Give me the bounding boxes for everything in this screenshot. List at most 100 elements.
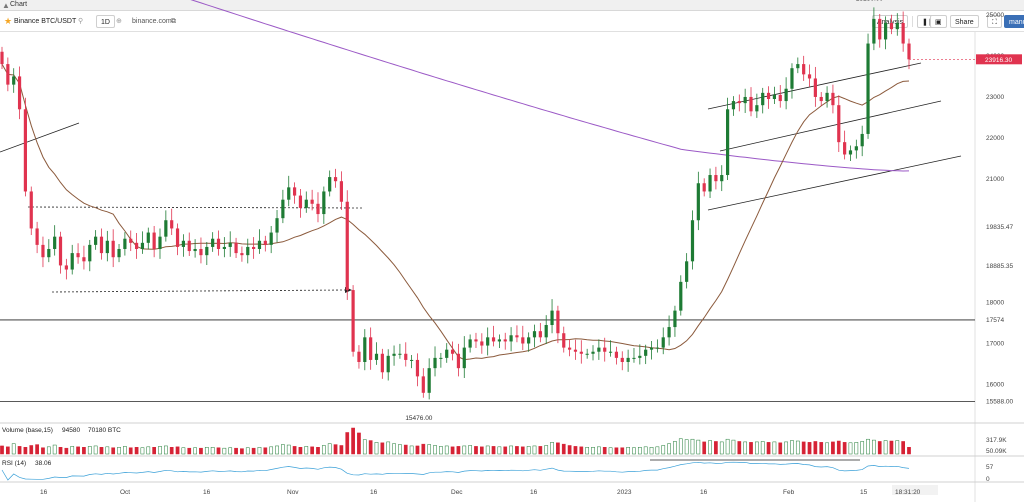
volume-bar-44 — [257, 447, 262, 455]
window-tab-label[interactable]: Chart — [10, 1, 28, 8]
candle-body-119 — [696, 183, 700, 221]
candle-body-61 — [357, 351, 361, 362]
volume-bar-14 — [82, 447, 86, 455]
screenshot-icon[interactable]: ▣ — [930, 15, 947, 28]
candle-body-122 — [714, 175, 718, 182]
candle-body-57 — [333, 177, 338, 182]
volume-bar-134 — [784, 441, 788, 455]
candle-body-128 — [749, 96, 753, 112]
interval-selector[interactable]: 1D — [96, 15, 115, 28]
time-axis-tick-5: Dec — [451, 489, 463, 496]
volume-bar-91 — [532, 445, 537, 455]
candle-body-48 — [281, 199, 285, 219]
volume-bar-101 — [591, 447, 595, 455]
volume-bar-64 — [374, 442, 379, 455]
candle-body-43 — [252, 246, 256, 249]
candle-body-7 — [41, 244, 45, 258]
candle-body-14 — [82, 257, 86, 262]
volume-bar-117 — [684, 439, 689, 455]
candle-body-108 — [632, 357, 636, 359]
candle-body-31 — [181, 240, 185, 247]
candle-body-26 — [152, 232, 156, 249]
candle-body-39 — [228, 242, 232, 247]
current-price-label: 23916.30 — [985, 57, 1012, 64]
candle-body-64 — [374, 353, 379, 360]
volume-bar-7 — [41, 447, 45, 455]
volume-bar-113 — [661, 445, 666, 455]
candle-body-46 — [269, 232, 273, 245]
volume-bar-70 — [409, 445, 414, 455]
candle-body-37 — [216, 238, 221, 249]
volume-bar-141 — [825, 442, 829, 455]
candle-body-66 — [386, 355, 390, 373]
candle-body-13 — [76, 253, 80, 258]
candle-body-115 — [673, 310, 677, 328]
volume-bar-34 — [199, 447, 203, 455]
volume-bar-99 — [579, 446, 584, 455]
volume-bar-27 — [158, 446, 162, 455]
candle-body-52 — [304, 199, 308, 208]
volume-bar-82 — [479, 446, 484, 455]
fullscreen-icon[interactable]: ⛶ — [987, 15, 1002, 28]
volume-bar-109 — [637, 447, 642, 455]
time-axis-tick-4: 16 — [370, 489, 378, 496]
volume-bar-136 — [795, 440, 800, 455]
candle-body-32 — [187, 240, 191, 252]
volume-bar-120 — [702, 441, 707, 455]
candle-body-49 — [287, 187, 291, 200]
exchange-link[interactable]: binance.com — [132, 18, 172, 25]
mode-button[interactable]: manu — [1004, 15, 1024, 28]
volume-bar-10 — [58, 447, 63, 455]
channel-mid-line[interactable] — [719, 100, 942, 152]
trendline-left[interactable] — [0, 122, 80, 153]
candle-body-23 — [134, 242, 139, 249]
external-link-icon[interactable]: ⧉ — [171, 18, 176, 25]
candle-body-28 — [164, 220, 168, 237]
price-axis-tick-2: 18000 — [986, 299, 1004, 306]
candle-body-130 — [761, 92, 765, 106]
volume-bar-60 — [351, 427, 355, 455]
symbol-selector[interactable]: Binance BTC/USDT — [14, 18, 77, 25]
candle-body-100 — [585, 353, 589, 355]
favorite-star-icon[interactable]: ★ — [4, 16, 13, 26]
candle-body-50 — [292, 187, 297, 196]
volume-bar-102 — [597, 446, 601, 455]
volume-bar-146 — [854, 442, 859, 455]
candle-body-87 — [509, 335, 513, 342]
candle-body-97 — [568, 347, 572, 350]
volume-bar-121 — [708, 440, 712, 455]
volume-bar-115 — [673, 441, 677, 455]
volume-bar-150 — [877, 441, 882, 455]
range-top-dashed-line[interactable] — [27, 206, 365, 209]
volume-bar-19 — [111, 447, 116, 455]
candle-body-126 — [737, 101, 741, 104]
volume-bar-124 — [725, 438, 730, 455]
add-indicator-icon[interactable]: ⊕ — [116, 18, 122, 25]
volume-bar-73 — [427, 444, 432, 455]
range-bottom-dashed-arrow[interactable] — [51, 289, 346, 293]
volume-bar-74 — [433, 445, 437, 455]
volume-legend-label: Volume (base,15) — [2, 427, 53, 434]
candle-body-0 — [0, 51, 4, 65]
candle-body-146 — [854, 146, 858, 151]
volume-bar-148 — [866, 438, 870, 455]
candle-body-138 — [807, 74, 812, 79]
volume-bar-9 — [52, 444, 57, 455]
candle-body-105 — [614, 351, 619, 358]
candle-body-70 — [410, 359, 414, 361]
volume-bar-111 — [649, 447, 654, 455]
volume-bar-149 — [872, 439, 876, 455]
volume-bar-81 — [474, 446, 478, 455]
high-price-annotation: 25250.00 — [856, 0, 883, 3]
search-icon[interactable]: ⚲ — [78, 18, 84, 25]
candle-body-83 — [486, 337, 490, 346]
share-button[interactable]: Share — [950, 15, 979, 28]
candle-body-79 — [462, 347, 466, 369]
time-axis-tick-9: Feb — [783, 489, 795, 496]
volume-legend-value1: 94580 — [62, 427, 80, 434]
channel-lower-line[interactable] — [707, 155, 962, 211]
volume-bar-40 — [234, 447, 238, 455]
candle-body-76 — [445, 349, 449, 358]
volume-bar-138 — [807, 442, 812, 455]
